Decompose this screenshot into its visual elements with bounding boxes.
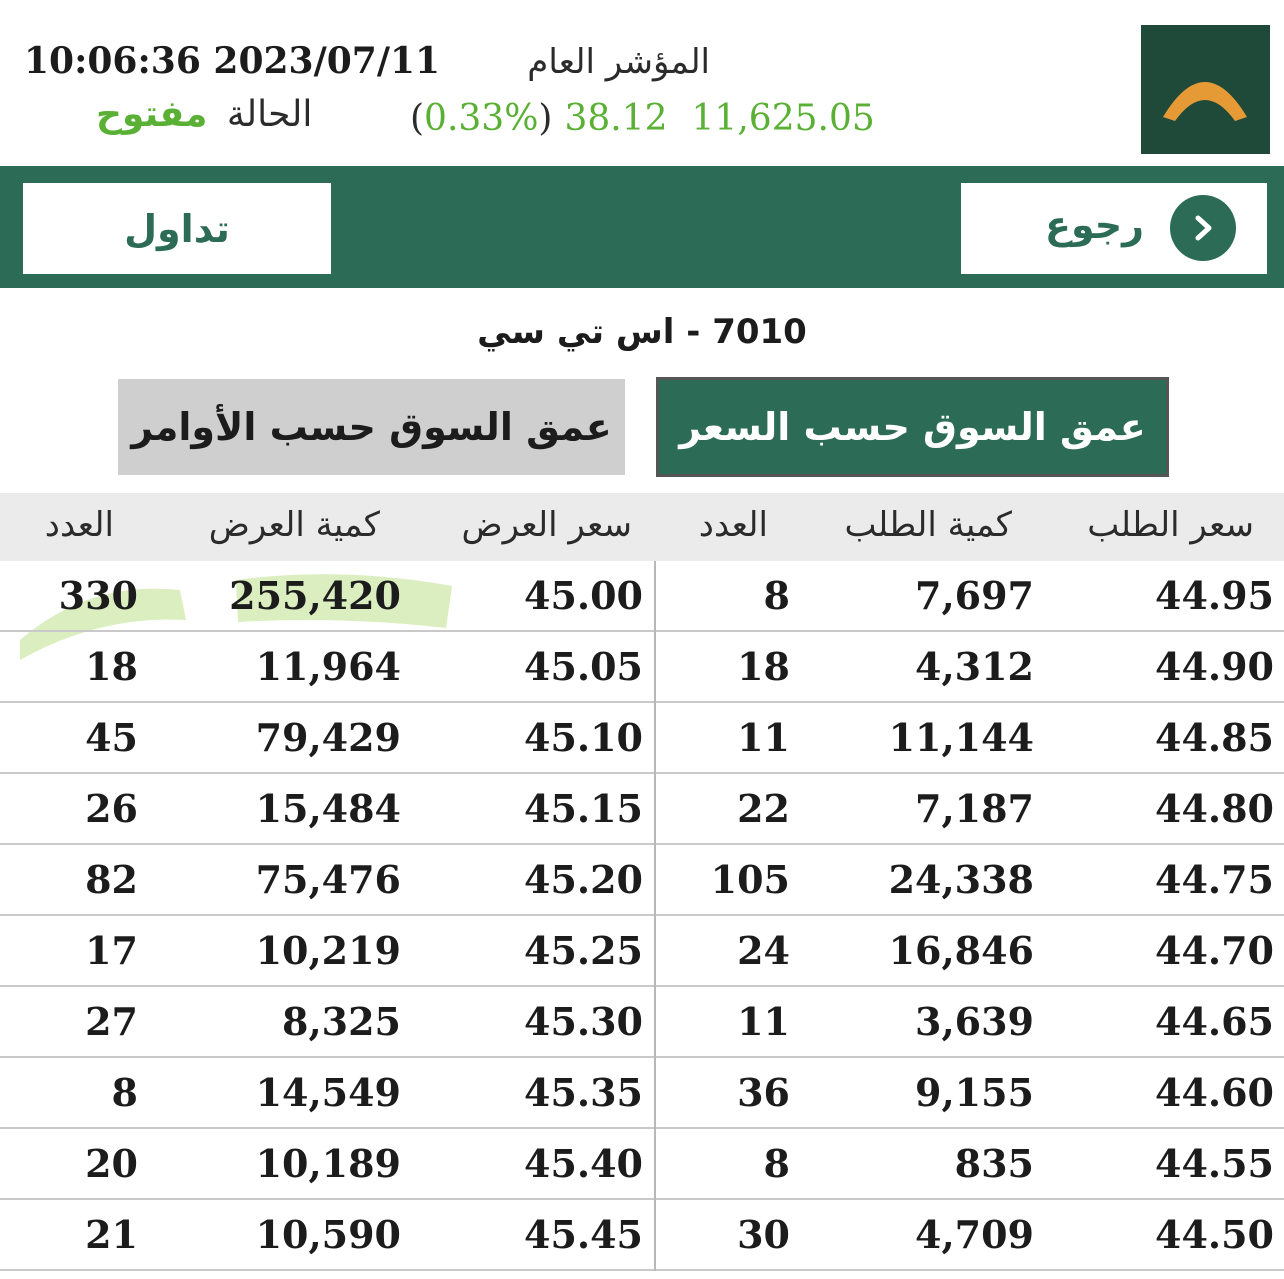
bid-count: 11 [737, 715, 790, 760]
table-header: سعر الطلب كمية الطلب العدد سعر العرض كمي… [0, 493, 1284, 561]
bid-price: 44.90 [1155, 644, 1274, 689]
table-row: 44.65 3,639 11 45.30 8,325 27 [0, 987, 1284, 1058]
col-bid-count: العدد [698, 505, 768, 545]
bid-qty: 835 [954, 1141, 1034, 1186]
ask-count: 330 [58, 573, 138, 618]
table-row: 44.90 4,312 18 45.05 11,964 18 [0, 632, 1284, 703]
ask-count: 17 [85, 928, 138, 973]
ask-count: 26 [85, 786, 138, 831]
tab-depth-by-price[interactable]: عمق السوق حسب السعر [656, 377, 1169, 477]
table-row: 44.55 835 8 45.40 10,189 20 [0, 1129, 1284, 1200]
bid-qty: 3,639 [915, 999, 1034, 1044]
table-row: 44.70 16,846 24 45.25 10,219 17 [0, 916, 1284, 987]
ask-price: 45.05 [524, 644, 643, 689]
ask-qty: 75,476 [255, 857, 401, 902]
bid-qty: 11,144 [888, 715, 1034, 760]
ask-count: 21 [85, 1212, 138, 1257]
ask-price: 45.20 [524, 857, 643, 902]
ask-qty: 10,189 [255, 1141, 401, 1186]
table-row: 44.60 9,155 36 45.35 14,549 8 [0, 1058, 1284, 1129]
ask-qty: 11,964 [255, 644, 401, 689]
col-bid-qty: كمية الطلب [844, 505, 1012, 545]
bid-count: 8 [763, 1141, 790, 1186]
bid-count: 22 [737, 786, 790, 831]
bid-price: 44.65 [1155, 999, 1274, 1044]
ask-price: 45.40 [524, 1141, 643, 1186]
index-value: 11,625.05 [691, 98, 875, 139]
bid-price: 44.50 [1155, 1212, 1274, 1257]
paren-open: ( [410, 98, 425, 139]
col-bid-price: سعر الطلب [1087, 505, 1254, 545]
status-label: الحالة [226, 94, 313, 135]
ask-qty: 8,325 [282, 999, 401, 1044]
ask-price: 45.10 [524, 715, 643, 760]
column-divider [654, 561, 656, 1271]
ask-qty: 15,484 [255, 786, 401, 831]
bid-count: 18 [737, 644, 790, 689]
bid-qty: 7,187 [915, 786, 1034, 831]
ask-qty: 14,549 [255, 1070, 401, 1115]
ask-count: 8 [111, 1070, 138, 1115]
ask-count: 20 [85, 1141, 138, 1186]
tadawul-logo-icon[interactable] [1141, 25, 1270, 154]
ask-count: 82 [85, 857, 138, 902]
bid-price: 44.85 [1155, 715, 1274, 760]
bid-qty: 7,697 [915, 573, 1034, 618]
bid-price: 44.70 [1155, 928, 1274, 973]
bid-count: 36 [737, 1070, 790, 1115]
bid-qty: 24,338 [888, 857, 1034, 902]
index-title: المؤشر العام [527, 42, 710, 82]
ask-count: 18 [85, 644, 138, 689]
ask-qty: 10,590 [255, 1212, 401, 1257]
paren-close: ) [538, 98, 553, 139]
datetime: 10:06:36 2023/07/11 [24, 40, 441, 82]
table-row: 44.50 4,709 30 45.45 10,590 21 [0, 1200, 1284, 1271]
index-change-pct: 0.33% [424, 98, 539, 139]
bid-count: 11 [737, 999, 790, 1044]
table-row: 44.75 24,338 105 45.20 75,476 82 [0, 845, 1284, 916]
bid-qty: 4,709 [915, 1212, 1034, 1257]
back-button[interactable]: رجوع [961, 183, 1267, 274]
ask-count: 45 [85, 715, 138, 760]
ask-qty: 79,429 [255, 715, 401, 760]
ask-qty: 10,219 [255, 928, 401, 973]
market-status: الحالة مفتوح [96, 94, 312, 135]
bid-count: 24 [737, 928, 790, 973]
ask-price: 45.30 [524, 999, 643, 1044]
tab-depth-by-orders[interactable]: عمق السوق حسب الأوامر [118, 379, 625, 475]
bid-count: 105 [710, 857, 790, 902]
col-ask-qty: كمية العرض [208, 505, 380, 545]
index-change: 38.12 [564, 98, 668, 139]
back-label: رجوع [1045, 203, 1145, 247]
ask-count: 27 [85, 999, 138, 1044]
ask-price: 45.25 [524, 928, 643, 973]
ask-price: 45.45 [524, 1212, 643, 1257]
ask-price: 45.00 [524, 573, 643, 618]
bid-qty: 16,846 [888, 928, 1034, 973]
chevron-right-icon [1170, 195, 1236, 261]
ask-price: 45.15 [524, 786, 643, 831]
col-ask-price: سعر العرض [461, 505, 632, 545]
bid-price: 44.75 [1155, 857, 1274, 902]
ask-qty: 255,420 [229, 573, 401, 618]
stock-title: 7010 - اس تي سي [477, 312, 807, 352]
bid-price: 44.60 [1155, 1070, 1274, 1115]
table-row: 44.95 7,697 8 45.00 255,420 330 [0, 561, 1284, 632]
col-ask-count: العدد [44, 505, 114, 545]
bid-price: 44.80 [1155, 786, 1274, 831]
bid-qty: 4,312 [915, 644, 1034, 689]
table-row: 44.80 7,187 22 45.15 15,484 26 [0, 774, 1284, 845]
bid-count: 30 [737, 1212, 790, 1257]
ask-price: 45.35 [524, 1070, 643, 1115]
bid-price: 44.55 [1155, 1141, 1274, 1186]
status-value: مفتوح [96, 94, 208, 135]
trade-button[interactable]: تداول [23, 183, 331, 274]
bid-qty: 9,155 [915, 1070, 1034, 1115]
bid-price: 44.95 [1155, 573, 1274, 618]
index-values: (0.33%) 38.12 11,625.05 [410, 98, 875, 139]
toolbar: تداول رجوع [0, 166, 1284, 288]
table-row: 44.85 11,144 11 45.10 79,429 45 [0, 703, 1284, 774]
bid-count: 8 [763, 573, 790, 618]
